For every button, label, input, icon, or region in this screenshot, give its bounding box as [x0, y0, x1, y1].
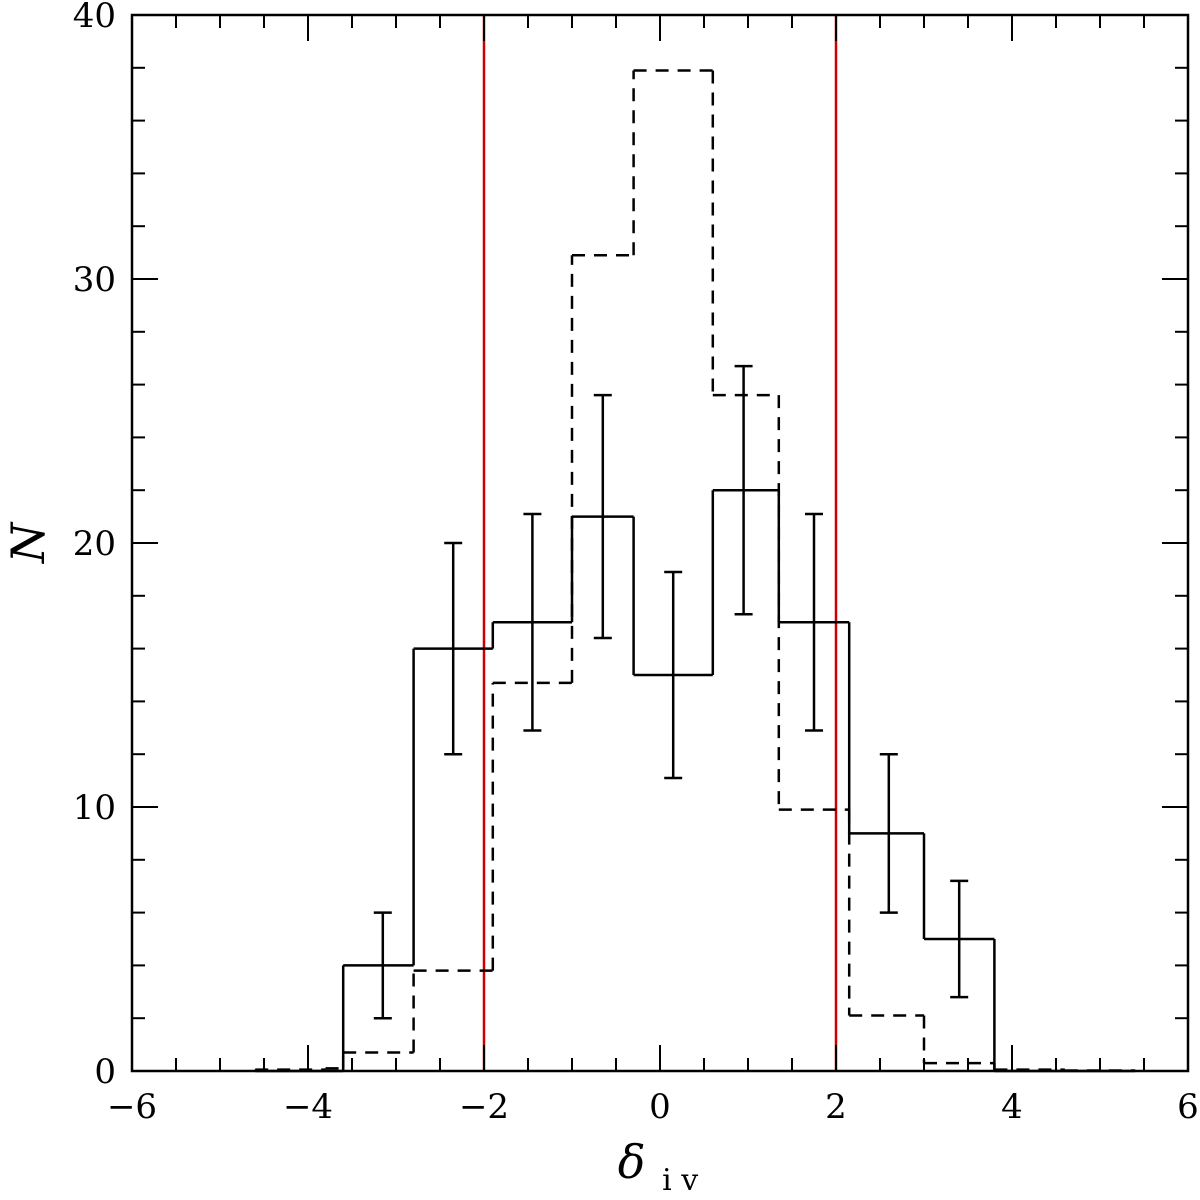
- y-axis-label: N: [1, 521, 55, 564]
- plot-frame: [130, 13, 1190, 1073]
- error-bar: [805, 512, 823, 732]
- x-tick-label: 4: [1001, 1087, 1023, 1127]
- x-tick-label: 2: [825, 1087, 847, 1127]
- error-bar: [523, 512, 542, 732]
- y-tick-label: 30: [73, 260, 116, 300]
- series-dashed: [253, 69, 1137, 1072]
- y-tick-label: 10: [73, 788, 116, 828]
- x-tick-label: −4: [283, 1087, 333, 1127]
- x-axis-label-symbol: δ: [618, 1135, 646, 1189]
- series-solid: [255, 364, 1136, 1073]
- error-bar: [950, 879, 969, 999]
- x-axis-label-subscript: i v: [662, 1163, 698, 1198]
- x-tick-label: −2: [459, 1087, 509, 1127]
- error-bar: [593, 393, 612, 640]
- error-bar: [444, 541, 463, 756]
- tick-labels: −6 −4 −2 0 2 4 6 0 10 20 30 40: [73, 0, 1199, 1127]
- x-tick-label: 6: [1177, 1087, 1199, 1127]
- x-tick-label: −6: [107, 1087, 157, 1127]
- error-bar: [879, 752, 898, 914]
- error-bar: [664, 570, 683, 780]
- y-tick-label: 0: [94, 1052, 116, 1092]
- y-tick-label: 40: [73, 0, 116, 36]
- tick-marks: [131, 14, 1189, 1072]
- error-bar: [373, 911, 392, 1020]
- plot-marks: [253, 15, 1137, 1073]
- y-tick-label: 20: [73, 524, 116, 564]
- x-axis-label: δ i v: [618, 1135, 698, 1198]
- error-bar: [734, 364, 753, 616]
- x-tick-label: 0: [649, 1087, 671, 1127]
